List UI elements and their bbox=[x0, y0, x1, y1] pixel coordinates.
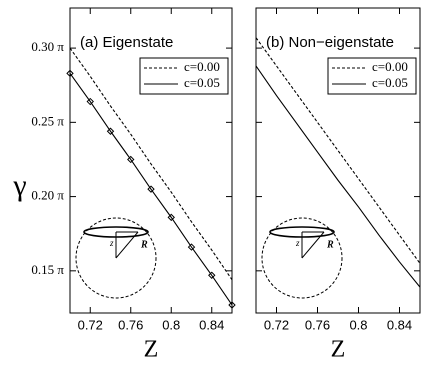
inset-r bbox=[115, 231, 139, 259]
inset-r bbox=[301, 231, 325, 259]
x-tick-label: 0.76 bbox=[118, 317, 143, 332]
legend-label: c=0.00 bbox=[372, 59, 408, 74]
point-marker bbox=[167, 213, 175, 222]
series-line bbox=[256, 37, 420, 264]
x-tick-label: 0.8 bbox=[349, 317, 367, 332]
legend-label: c=0.05 bbox=[372, 75, 408, 90]
series-line bbox=[256, 65, 420, 288]
legend-box bbox=[327, 57, 417, 95]
point-marker bbox=[86, 97, 94, 106]
inset-label: z bbox=[295, 238, 300, 248]
legend-label: c=0.05 bbox=[184, 75, 220, 90]
point-marker bbox=[208, 271, 216, 279]
series-line bbox=[70, 73, 232, 306]
x-tick-label: 0.76 bbox=[305, 317, 330, 332]
y-tick-label: 0.25 π bbox=[31, 113, 64, 128]
y-axis-label: γ bbox=[12, 169, 26, 202]
inset-label: R bbox=[140, 239, 148, 250]
plot-frame bbox=[69, 7, 233, 314]
y-tick-label: 0.15 π bbox=[31, 262, 64, 277]
x-tick-label: 0.8 bbox=[162, 317, 180, 332]
y-tick-label: 0.20 π bbox=[31, 188, 64, 203]
panel-title: (b) Non−eigenstate bbox=[266, 34, 394, 51]
point-marker bbox=[66, 69, 74, 78]
x-tick-label: 0.84 bbox=[199, 317, 224, 332]
x-axis-label: Z bbox=[144, 337, 159, 363]
point-marker bbox=[106, 127, 115, 135]
x-tick-label: 0.84 bbox=[387, 317, 412, 332]
point-marker bbox=[228, 301, 236, 309]
inset-sphere bbox=[261, 217, 343, 299]
point-marker bbox=[127, 155, 135, 164]
y-tick-label: 0.30 π bbox=[31, 39, 64, 54]
x-axis-label: Z bbox=[331, 337, 346, 363]
point-marker bbox=[187, 243, 196, 251]
series-line bbox=[70, 47, 232, 281]
panel-title: (a) Eigenstate bbox=[80, 34, 173, 51]
x-tick-label: 0.72 bbox=[264, 317, 289, 332]
inset-sphere bbox=[75, 217, 157, 299]
plot-frame bbox=[255, 7, 421, 314]
point-marker bbox=[147, 185, 155, 193]
inset-label: z bbox=[109, 238, 114, 248]
x-tick-label: 0.72 bbox=[78, 317, 103, 332]
legend-box bbox=[139, 57, 229, 95]
inset-label: R bbox=[326, 239, 334, 250]
legend-label: c=0.00 bbox=[184, 59, 220, 74]
